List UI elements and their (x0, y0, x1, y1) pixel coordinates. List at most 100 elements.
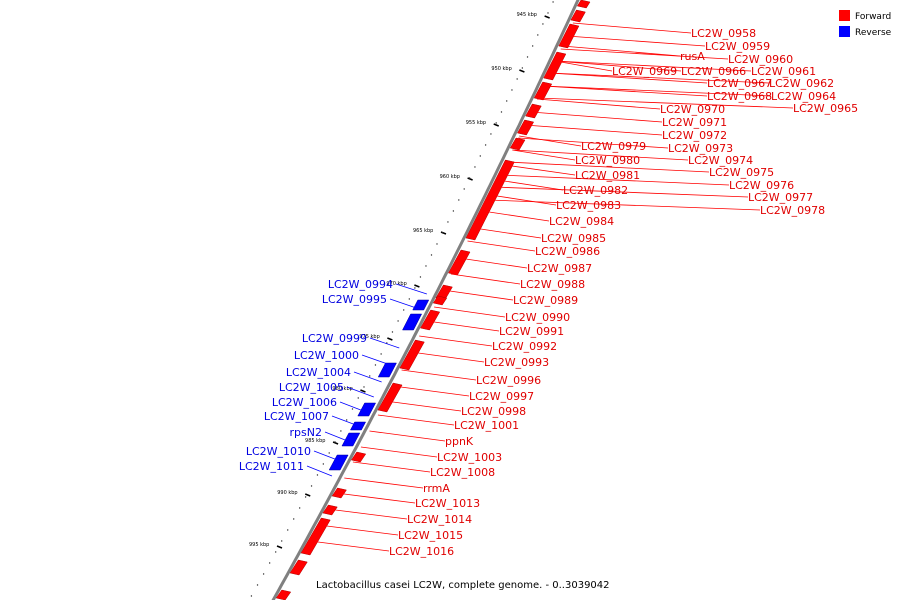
forward-gene-label: LC2W_0988 (520, 278, 585, 291)
forward-leader-line (360, 446, 438, 458)
forward-gene-label: LC2W_0985 (541, 232, 606, 245)
forward-gene-label: LC2W_0993 (484, 356, 549, 369)
forward-leader-line (473, 227, 542, 239)
reverse-leader-line (369, 337, 400, 349)
scale-minor-tick (397, 320, 399, 322)
scale-minor-tick (506, 100, 508, 102)
scale-label: 975 kbp (359, 334, 379, 340)
forward-gene-label: LC2W_0982 (563, 184, 628, 197)
reverse-gene-block (357, 402, 377, 417)
scale-minor-tick (531, 45, 534, 47)
reverse-gene-label: LC2W_1010 (246, 445, 311, 458)
reverse-gene-label: rpsN2 (290, 426, 322, 439)
forward-gene-block (543, 51, 567, 81)
scale-minor-tick (419, 276, 422, 278)
forward-gene-label: LC2W_0970 (660, 103, 725, 116)
scale-label: 965 kbp (413, 228, 433, 234)
forward-gene-block (432, 295, 448, 306)
forward-gene-label: LC2W_0998 (461, 405, 526, 418)
forward-gene-label: LC2W_0987 (527, 262, 592, 275)
forward-leader-line (410, 351, 485, 363)
scale-minor-tick (322, 463, 325, 465)
forward-leader-line (352, 461, 431, 473)
scale-minor-tick (380, 353, 382, 355)
forward-gene-label: LC2W_0962 (769, 77, 834, 90)
forward-leader-line (519, 135, 582, 147)
reverse-gene-label: LC2W_0995 (322, 293, 387, 306)
forward-leader-line (549, 72, 770, 84)
forward-gene-label: LC2W_0972 (662, 129, 727, 142)
scale-minor-tick (328, 452, 330, 454)
scale-minor-tick (463, 188, 465, 190)
forward-gene-label: LC2W_0990 (505, 311, 570, 324)
forward-gene-label: LC2W_0979 (581, 140, 646, 153)
forward-leader-line (487, 199, 761, 211)
forward-gene-block (289, 559, 308, 576)
forward-gene-block (570, 9, 586, 23)
scale-minor-tick (468, 177, 471, 179)
forward-gene-label: LC2W_1013 (415, 497, 480, 510)
forward-gene-block (420, 309, 441, 331)
forward-leader-line (554, 60, 613, 72)
scale-minor-tick (495, 122, 497, 124)
scale-major-tick (276, 545, 283, 549)
scale-minor-tick (484, 144, 487, 146)
scale-minor-tick (287, 529, 289, 531)
reverse-gene-label: LC2W_0994 (328, 278, 393, 291)
forward-leader-line (458, 257, 528, 269)
scale-major-tick (519, 69, 525, 73)
forward-gene-label: LC2W_1003 (437, 451, 502, 464)
forward-leader-line (310, 540, 390, 552)
forward-gene-label: LC2W_0965 (793, 102, 858, 115)
scale-minor-tick (474, 166, 476, 168)
forward-gene-label: LC2W_0981 (575, 169, 640, 182)
forward-leader-line (327, 508, 408, 520)
scale-minor-tick (281, 540, 283, 542)
scale-minor-tick (500, 111, 503, 113)
forward-leader-line (490, 194, 557, 206)
forward-gene-label: LC2W_0984 (549, 215, 614, 228)
forward-leader-line (434, 306, 506, 318)
scale-minor-tick (516, 78, 518, 80)
scale-minor-tick (542, 23, 544, 25)
forward-gene-label: LC2W_0974 (688, 154, 753, 167)
forward-gene-block (576, 0, 591, 9)
reverse-leader-line (389, 298, 420, 310)
forward-gene-label: LC2W_0964 (771, 90, 836, 103)
scale-minor-tick (511, 89, 513, 91)
forward-gene-label: LC2W_0967 (707, 77, 772, 90)
scale-major-tick (360, 389, 366, 393)
scale-major-tick (414, 284, 420, 288)
scale-minor-tick (345, 419, 348, 421)
forward-gene-label: LC2W_1001 (454, 419, 519, 432)
forward-gene-label: LC2W_0996 (476, 374, 541, 387)
forward-gene-label: LC2W_0980 (575, 154, 640, 167)
forward-leader-line (482, 210, 550, 222)
legend-reverse-label: Reverse (855, 28, 892, 38)
scale-minor-tick (363, 386, 365, 388)
forward-leader-line (505, 164, 576, 176)
genome-caption: Lactobacillus casei LC2W, complete genom… (316, 580, 610, 591)
forward-gene-label: LC2W_0959 (705, 40, 770, 53)
forward-gene-label: LC2W_0969 (612, 65, 677, 78)
forward-leader-line (344, 477, 424, 489)
scale-label: 990 kbp (277, 490, 297, 496)
label-leader-lines (306, 22, 794, 552)
forward-leader-line (467, 240, 536, 252)
scale-minor-tick (310, 485, 313, 487)
forward-gene-label: LC2W_0983 (556, 199, 621, 212)
scale-label: 960 kbp (440, 174, 460, 180)
reverse-leader-line (324, 431, 351, 443)
reverse-gene-label: LC2W_1007 (264, 410, 329, 423)
forward-leader-line (560, 48, 729, 60)
forward-gene-label: LC2W_0960 (728, 53, 793, 66)
reverse-leader-line (313, 450, 341, 462)
legend: Forward Reverse (839, 10, 892, 38)
scale-minor-tick (268, 562, 271, 564)
forward-gene-block (300, 517, 331, 556)
scale-label: 995 kbp (249, 542, 269, 548)
forward-leader-line (566, 35, 706, 47)
forward-leader-line (512, 149, 689, 161)
scale-minor-tick (262, 573, 265, 575)
